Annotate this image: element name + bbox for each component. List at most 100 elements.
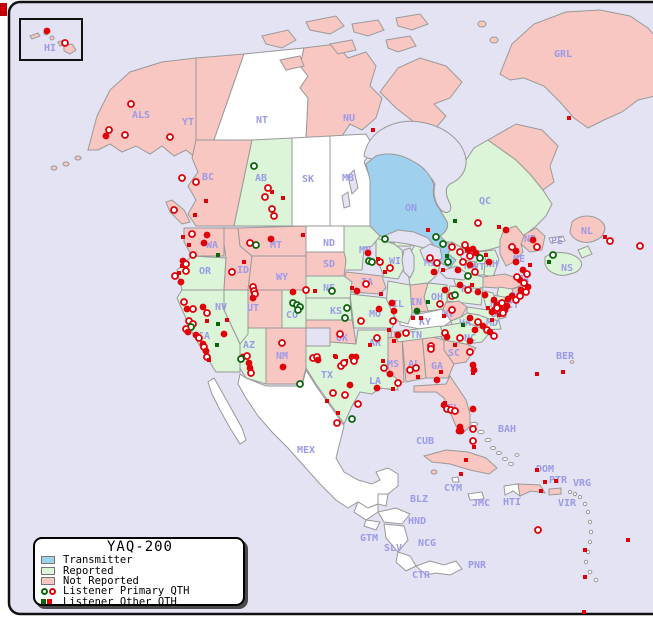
legend-items: Transmitter Reported Not Reported Listener … <box>41 555 239 607</box>
region-label-sd: SD <box>323 259 335 270</box>
listener-other-qth-red <box>411 316 415 320</box>
listener-primary-qth-green <box>328 287 336 295</box>
listener-primary-qth-red-filled <box>466 337 474 345</box>
lake-huron <box>419 243 443 265</box>
legend-title: YAQ-200 <box>106 539 173 555</box>
arctic-island <box>351 19 385 37</box>
region-hnd <box>377 507 411 525</box>
region-label-wa: WA <box>206 240 218 251</box>
region-label-ctr: CTR <box>412 570 431 581</box>
legend-item-label: Transmitter <box>63 554 133 567</box>
listener-other-qth-red <box>426 228 430 232</box>
listener-primary-qth-red <box>459 258 467 266</box>
listener-primary-qth-red <box>498 299 506 307</box>
region-label-gtm: GTM <box>360 533 378 544</box>
listener-primary-qth-red <box>433 259 441 267</box>
arctic-island <box>395 13 429 31</box>
listener-primary-qth-red-filled <box>456 281 464 289</box>
listener-primary-qth-red <box>520 279 528 287</box>
listener-primary-qth-red <box>522 288 530 296</box>
listener-primary-qth-red <box>178 174 186 182</box>
listener-other-qth-red <box>225 318 229 322</box>
listener-primary-qth-red <box>471 268 479 276</box>
listener-primary-qth-green <box>464 272 472 280</box>
listener-other-qth-red <box>486 306 490 310</box>
listener-other-qth-red <box>528 263 532 267</box>
listener-primary-qth-red <box>354 400 362 408</box>
listener-primary-qth-red-filled <box>386 370 394 378</box>
listener-primary-qth-red-filled <box>441 286 449 294</box>
hawaii-island <box>49 35 55 41</box>
listener-primary-qth-red <box>394 379 402 387</box>
listener-other-qth-red <box>325 399 329 403</box>
listener-primary-qth-red <box>516 292 524 300</box>
region-mex <box>237 368 399 509</box>
listener-primary-qth-red-filled <box>502 226 510 234</box>
region-label-ns: NS <box>561 263 573 274</box>
listener-primary-qth-red <box>469 437 477 445</box>
listener-primary-qth-green <box>432 233 440 241</box>
listener-primary-qth-red-filled <box>503 302 511 310</box>
listener-other-qth-red <box>187 243 191 247</box>
listener-other-qth-red <box>270 190 274 194</box>
region-label-ok: OK <box>336 333 348 344</box>
listener-primary-qth-green <box>343 304 351 312</box>
listener-primary-qth-red <box>466 348 474 356</box>
region-label-cub: CUB <box>416 436 434 447</box>
region-label-pe: PE <box>551 236 563 247</box>
legend-item-label: Listener Other QTH <box>63 595 177 608</box>
listener-other-qth-red <box>442 314 446 318</box>
region-nl-island <box>569 215 606 243</box>
listener-primary-qth-red <box>192 178 200 186</box>
listener-other-qth-red <box>583 575 587 579</box>
listener-primary-qth-green <box>296 380 304 388</box>
listener-other-qth-red <box>281 196 285 200</box>
listener-primary-qth-red-filled <box>364 249 372 257</box>
region-label-nh: NH <box>486 259 498 270</box>
region-label-blz: BLZ <box>410 494 428 505</box>
listener-primary-qth-red <box>333 419 341 427</box>
listener-primary-qth-red <box>268 205 276 213</box>
listener-other-qth-green <box>445 254 449 258</box>
isle-of-youth <box>430 469 438 475</box>
listener-primary-qth-red <box>171 272 179 280</box>
listener-primary-qth-red <box>340 359 348 367</box>
listener-other-qth-red <box>554 479 558 483</box>
listener-other-qth-red <box>368 343 372 347</box>
listener-primary-qth-red <box>302 286 310 294</box>
region-label-tn: TN <box>410 330 422 341</box>
listener-primary-qth-red <box>189 305 197 313</box>
listener-primary-qth-red-filled <box>466 314 474 322</box>
region-label-az: AZ <box>243 340 255 351</box>
listener-primary-qth-red <box>508 243 516 251</box>
region-label-ct: CT <box>507 300 519 311</box>
listener-primary-qth-red-filled <box>394 331 402 339</box>
region-label-hti: HTI <box>503 497 521 508</box>
legend-item-reported: Reported <box>41 565 239 576</box>
listener-primary-qth-green <box>294 306 302 314</box>
greenland-islet <box>477 20 487 28</box>
listener-other-qth-red <box>387 328 391 332</box>
listener-primary-qth-red <box>448 243 456 251</box>
listener-primary-qth-red <box>606 237 614 245</box>
listener-primary-qth-red-filled <box>314 356 322 364</box>
listener-primary-qth-red <box>456 248 464 256</box>
listener-other-qth-red <box>177 271 181 275</box>
listener-other-qth-red <box>193 213 197 217</box>
listener-other-qth-red <box>207 358 211 362</box>
reported-swatch-icon <box>41 566 63 575</box>
listener-primary-qth-red-filled <box>454 266 462 274</box>
region-label-ncg: NCG <box>418 538 436 549</box>
aleutian-island <box>74 155 82 161</box>
listener-primary-qth-green <box>348 415 356 423</box>
listener-primary-qth-red <box>203 309 211 317</box>
listener-primary-qth-red-filled <box>353 287 361 295</box>
region-label-wy: WY <box>276 272 288 283</box>
region-label-dom: DOM <box>536 464 554 475</box>
listener-primary-qth-green <box>476 254 484 262</box>
listener-primary-qth-red <box>464 286 472 294</box>
aleutian-island <box>50 165 58 171</box>
region-label-or: OR <box>199 266 212 277</box>
listener-other-qth-green <box>426 300 430 304</box>
